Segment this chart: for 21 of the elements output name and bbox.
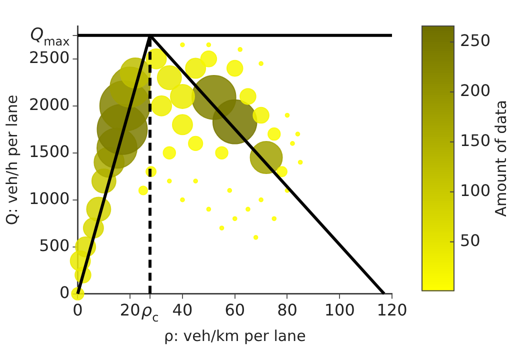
y-tick-label: 1500 [29, 142, 70, 162]
x-tick-label: 60 [224, 300, 246, 320]
color-bar-label: 150 [460, 131, 491, 150]
color-bar-label: 200 [460, 81, 491, 100]
y-tick-label: 0 [60, 282, 70, 302]
x-tick-label: 80 [277, 300, 298, 320]
y-tick-label: 2500 [29, 48, 70, 68]
x-tick-label: 100 [324, 300, 355, 320]
color-bar-label: 250 [460, 31, 491, 50]
y-tick-label: 500 [39, 236, 70, 255]
y-tick-label: 1000 [29, 188, 70, 208]
y-tick-label: 2000 [29, 95, 70, 114]
x-tick-label: 40 [172, 300, 193, 320]
y-axis-title: Q: veh/h per lane [2, 94, 21, 226]
x-axis-title: ρ: veh/km per lane [164, 326, 306, 345]
x-tick-label: 120 [376, 300, 408, 320]
x-tick-label: 0 [72, 300, 83, 320]
color-bar-title: Amount of data [492, 100, 510, 217]
x-tick-label: 20 [120, 300, 140, 320]
color-bar-label: 100 [460, 181, 491, 200]
color-bar-label: 50 [460, 230, 480, 250]
